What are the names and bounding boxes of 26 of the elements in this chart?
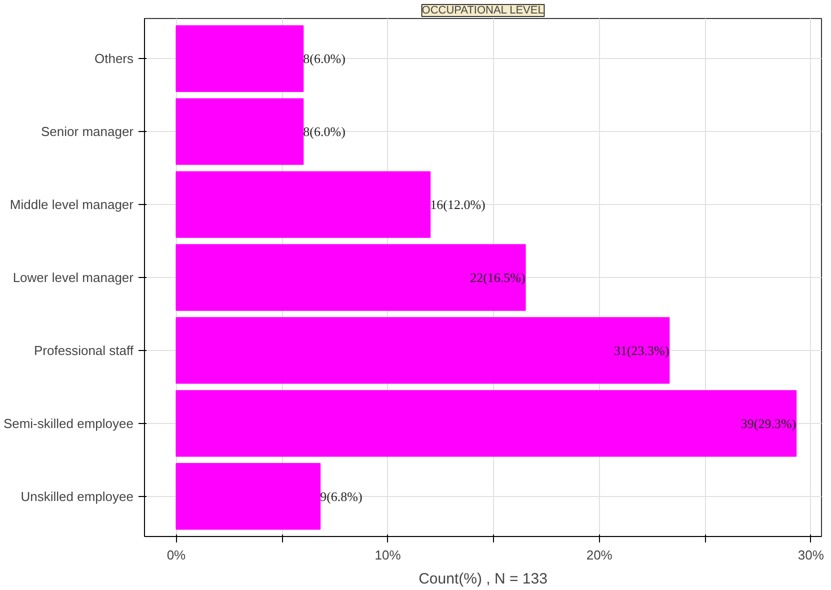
bar [176,98,304,165]
bar [176,390,797,457]
y-tick-label: Senior manager [41,124,134,140]
bar [176,463,321,530]
data-label: 31(23.3%) [614,342,670,358]
data-label: 22(16.5%) [470,270,526,285]
data-label: 16(12.0%) [430,197,486,212]
x-tick-label: 20% [586,548,613,562]
x-tick-label: 0% [166,548,186,562]
y-tick-label: Others [94,51,134,66]
y-tick-label: Unskilled employee [20,488,134,504]
x-tick-label: 30% [798,548,824,562]
data-label: 8(6.0%) [303,51,346,66]
data-label: 9(6.8%) [320,488,362,504]
y-tick-label: Semi-skilled employee [3,416,134,431]
bar [176,171,431,238]
y-tick-label: Middle level manager [10,197,134,212]
bar [176,317,670,384]
bar [176,244,526,311]
bar [176,25,304,92]
y-tick-label: Professional staff [34,342,134,358]
x-axis-title: Count(%) , N = 133 [418,570,548,588]
x-tick-label: 10% [374,548,402,562]
data-label: 39(29.3%) [740,416,796,431]
data-label: 8(6.0%) [303,124,346,140]
y-tick-label: Lower level manager [12,270,134,285]
